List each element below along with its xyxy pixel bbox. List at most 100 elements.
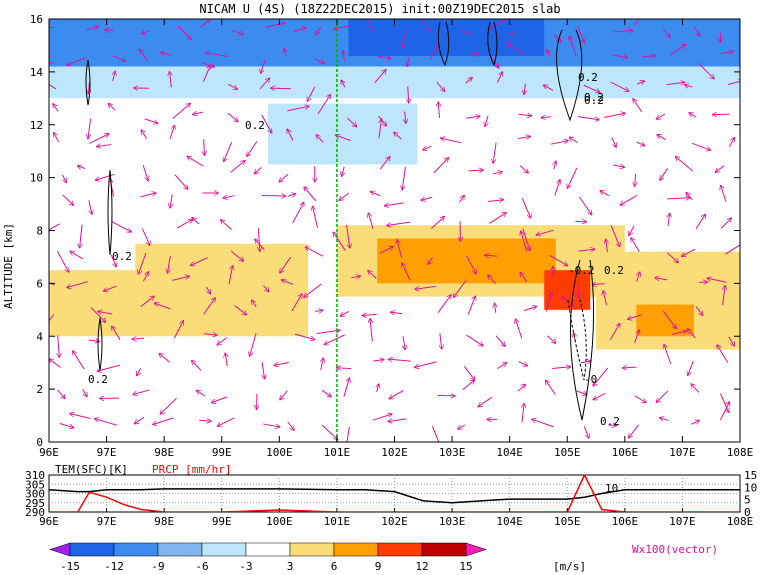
wind-vector — [137, 368, 142, 375]
contour-label: 0.2 — [88, 373, 108, 386]
wind-vector — [372, 414, 392, 421]
wind-vector — [728, 137, 734, 147]
wind-vector — [697, 62, 714, 79]
wind-vector — [415, 285, 436, 289]
wind-vector — [70, 251, 84, 260]
contour-label: 0.2 — [584, 94, 604, 107]
wind-vector — [463, 366, 474, 380]
wind-vector — [428, 257, 433, 265]
wind-vector — [523, 306, 537, 312]
wind-vector — [205, 52, 228, 58]
wind-vector — [552, 367, 570, 369]
y-tick-label-left: 310 — [25, 469, 45, 482]
wind-vector — [387, 221, 411, 225]
y-tick-label: 4 — [36, 330, 43, 343]
wind-vector — [199, 420, 211, 421]
wind-vector — [577, 25, 585, 43]
wind-vector — [405, 111, 406, 124]
x-tick-label: 105E — [554, 446, 581, 459]
wind-vector — [659, 418, 669, 421]
x-tick-label: 98E — [154, 515, 174, 528]
wind-vector — [667, 198, 690, 199]
wind-vector — [80, 224, 82, 248]
wind-vector — [388, 359, 411, 361]
wind-vector — [281, 280, 294, 285]
wind-vector — [368, 213, 374, 229]
wind-vector — [458, 195, 464, 203]
wind-vector — [174, 174, 188, 190]
wind-vector — [97, 145, 112, 147]
wind-vector — [259, 78, 270, 90]
colorbar-tick-label: -3 — [239, 560, 252, 573]
wind-vector — [362, 314, 377, 315]
wind-vector — [366, 19, 375, 33]
wind-vector — [682, 248, 696, 256]
wind-vector — [192, 218, 200, 225]
wind-vector — [712, 114, 730, 115]
wind-vector — [333, 25, 350, 29]
wind-vector — [402, 263, 411, 281]
wind-vector — [377, 56, 391, 58]
wind-vector — [438, 102, 439, 118]
wind-vector — [49, 359, 61, 368]
wind-vector — [695, 214, 706, 230]
wind-vector — [284, 48, 286, 57]
wind-vector — [429, 44, 439, 60]
wind-vector — [170, 72, 172, 88]
wind-vector — [675, 156, 694, 172]
x-tick-label: 102E — [381, 515, 408, 528]
wind-vector — [154, 303, 171, 310]
wind-vector — [684, 85, 693, 87]
contour-label: 0.2 — [600, 415, 620, 428]
wind-vector — [305, 247, 324, 257]
contour-label: -0 — [584, 373, 597, 386]
contour-labels: 0.20.20.20.2-0.2 0.20.2-00.20.2 — [88, 71, 624, 428]
chart-title: NICAM U (4S) (18Z22DEC2015) init:00Z19DE… — [199, 2, 560, 16]
wind-vector — [656, 113, 666, 119]
y-tick-label-right: 10 — [744, 481, 757, 494]
wind-vector — [633, 19, 640, 26]
x-tick-label: 96E — [39, 446, 59, 459]
heatmap-region — [135, 243, 309, 337]
x-tick-label: 97E — [97, 446, 117, 459]
wind-vector — [88, 118, 92, 139]
wind-vector — [695, 306, 703, 315]
wind-vector — [603, 113, 625, 118]
wind-vector — [144, 118, 158, 123]
wind-vector — [567, 167, 578, 189]
wind-vector — [437, 395, 455, 396]
x-tick-label: 107E — [669, 515, 696, 528]
wind-vector — [460, 29, 471, 35]
colorbar-tick-label: -15 — [60, 560, 80, 573]
wind-vector — [228, 83, 237, 89]
wind-vector — [293, 28, 306, 33]
x-tick-label: 106E — [612, 446, 639, 459]
wind-vector — [217, 337, 228, 346]
colorbar-swatch — [157, 542, 203, 557]
y-tick-label: 10 — [30, 172, 43, 185]
wind-vector — [408, 86, 409, 103]
wind-vector — [133, 389, 150, 395]
wind-vector — [384, 202, 404, 206]
wind-vector — [389, 390, 404, 398]
wind-vector — [262, 362, 264, 379]
wind-vector — [203, 298, 216, 315]
wind-vector — [153, 417, 174, 425]
wind-vector — [103, 285, 117, 291]
wind-vector — [82, 388, 87, 397]
wind-vector — [321, 389, 331, 397]
contour-label: 0.2 — [584, 91, 604, 104]
wind-vector — [583, 84, 600, 92]
wind-vector — [578, 249, 595, 251]
wind-vector — [193, 112, 203, 114]
wind-vector — [394, 132, 402, 140]
wind-vector — [521, 197, 530, 218]
wind-vector — [224, 141, 233, 161]
wind-vector — [497, 363, 506, 370]
wind-vector — [524, 83, 526, 95]
wind-vector — [666, 252, 678, 263]
wind-vector — [380, 247, 393, 254]
wind-vector — [610, 225, 620, 246]
wind-vector — [250, 333, 257, 356]
wind-vector — [287, 129, 294, 141]
